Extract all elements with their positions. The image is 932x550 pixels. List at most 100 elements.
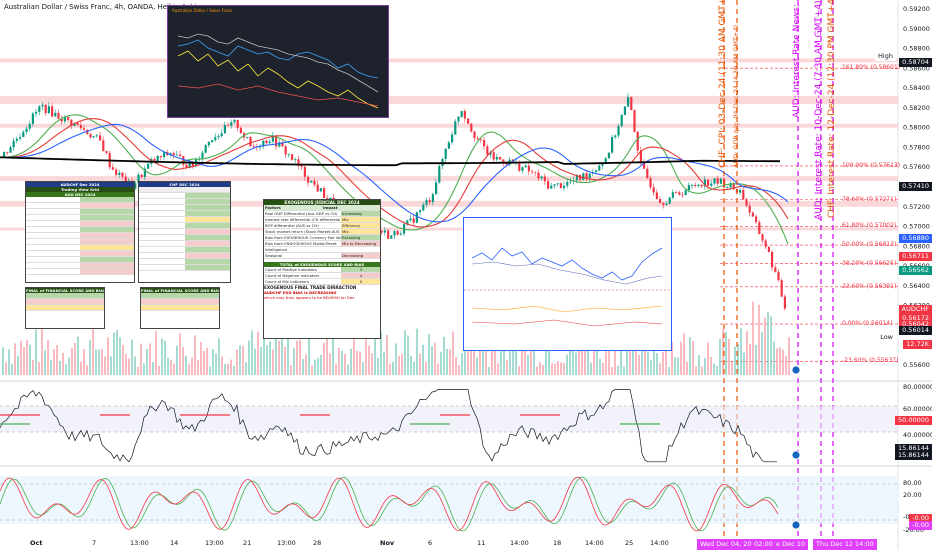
volume-bar bbox=[212, 348, 214, 375]
osc2-tag: -0.00 bbox=[909, 514, 932, 523]
volume-bar bbox=[56, 345, 58, 375]
volume-bar bbox=[581, 335, 583, 375]
volume-bar bbox=[467, 345, 469, 375]
volume-bar bbox=[722, 329, 724, 375]
volume-bar bbox=[179, 333, 181, 375]
volume-bar bbox=[725, 331, 727, 375]
volume-bar bbox=[194, 335, 196, 375]
price-tag: 0.56042 bbox=[899, 320, 932, 329]
osc2-band bbox=[0, 476, 898, 524]
exo-impact: Efficiency bbox=[341, 223, 380, 228]
price-tag: 0.56562 bbox=[899, 266, 932, 275]
volume-bar bbox=[428, 333, 430, 375]
candle-body bbox=[3, 151, 6, 158]
volume-bar bbox=[65, 363, 67, 375]
candle-body bbox=[287, 154, 290, 155]
candle-body bbox=[54, 112, 57, 117]
candle-body bbox=[124, 176, 127, 184]
candle-body bbox=[435, 182, 438, 195]
exo-factor: Stock market return (Stock Market AUS vs… bbox=[265, 229, 341, 234]
price-tag: High bbox=[875, 52, 896, 61]
candle-body bbox=[153, 159, 156, 162]
candle-body bbox=[262, 140, 265, 147]
volume-bar bbox=[215, 353, 217, 375]
candle-body bbox=[134, 183, 137, 189]
candle-body bbox=[755, 216, 758, 223]
volume-bar bbox=[422, 344, 424, 375]
exo-factor: Bias from ENDOGENOUS Model/Sheet bbox=[265, 241, 337, 246]
candle-body bbox=[502, 159, 505, 164]
time-axis-label: 6 bbox=[428, 539, 433, 547]
volume-bar bbox=[683, 333, 685, 375]
volume-bar bbox=[161, 338, 163, 375]
volume-bar bbox=[398, 355, 400, 375]
volume-bar bbox=[710, 356, 712, 375]
volume-bar bbox=[632, 328, 634, 375]
volume-bar bbox=[473, 347, 475, 375]
bottom-date-tag: 14:00 bbox=[852, 539, 877, 550]
candle-body bbox=[188, 162, 191, 169]
volume-bar bbox=[248, 340, 250, 375]
volume-bar bbox=[257, 331, 259, 375]
volume-bar bbox=[290, 364, 292, 375]
price-tag: 0.56711 bbox=[899, 252, 932, 261]
volume-bar bbox=[182, 347, 184, 375]
volume-bar bbox=[413, 361, 415, 375]
exo-factor: Interest rate differential (CH different… bbox=[265, 217, 341, 222]
candle-body bbox=[9, 147, 12, 153]
candle-body bbox=[598, 165, 601, 171]
volume-bar bbox=[701, 366, 703, 375]
candle-body bbox=[223, 125, 226, 134]
osc2-d-line bbox=[0, 476, 779, 532]
volume-bar bbox=[395, 343, 397, 375]
volume-bar bbox=[554, 363, 556, 375]
event-label: AUD: Interest Rate News: bbox=[792, 4, 802, 118]
price-axis-label: 0.56400 bbox=[903, 282, 930, 290]
price-axis-label: 0.57600 bbox=[903, 163, 930, 171]
candle-body bbox=[323, 188, 326, 198]
volume-bar bbox=[713, 363, 715, 375]
volume-bar bbox=[335, 363, 337, 375]
volume-bar bbox=[200, 342, 202, 375]
volume-bar bbox=[227, 363, 229, 375]
volume-bar bbox=[62, 352, 64, 375]
candle-body bbox=[764, 240, 767, 247]
price-axis-label: 0.59000 bbox=[903, 25, 930, 33]
volume-bar bbox=[95, 349, 97, 375]
candle-body bbox=[543, 176, 546, 182]
candle-body bbox=[201, 152, 204, 160]
volume-bar bbox=[518, 366, 520, 375]
volume-bar bbox=[761, 332, 763, 375]
exo-col-factors: Factors bbox=[265, 205, 281, 210]
fib-level-label: 38.20% (0.56625) bbox=[842, 259, 897, 267]
volume-bar bbox=[776, 348, 778, 375]
volume-bar bbox=[368, 345, 370, 375]
exo-summary-value: 3 bbox=[341, 267, 380, 272]
candle-body bbox=[601, 162, 604, 166]
candle-body bbox=[60, 118, 63, 122]
time-axis-label: 21 bbox=[243, 539, 252, 547]
candle-body bbox=[617, 126, 620, 136]
candle-body bbox=[553, 184, 556, 186]
candle-body bbox=[713, 178, 716, 184]
volume-bar bbox=[599, 358, 601, 375]
osc1-band bbox=[0, 406, 898, 432]
volume-bar bbox=[521, 342, 523, 375]
candle-body bbox=[249, 137, 252, 147]
volume-bar bbox=[251, 330, 253, 375]
exo-factor: Bias from EXOGENOUS Currency Fair Value bbox=[265, 235, 341, 240]
volume-bar bbox=[329, 353, 331, 375]
exo-title: EXOGENOUS JUDICIAL DEC 2024 bbox=[264, 200, 380, 205]
volume-bar bbox=[470, 348, 472, 375]
sr-zone-1 bbox=[0, 96, 898, 104]
volume-bar bbox=[107, 337, 109, 375]
volume-bar bbox=[464, 334, 466, 375]
volume-bar bbox=[347, 364, 349, 375]
candle-body bbox=[681, 194, 684, 196]
volume-bar bbox=[29, 344, 31, 375]
volume-bar bbox=[170, 360, 172, 375]
volume-bar bbox=[236, 349, 238, 375]
exo-summary-row: Count of Negative indicators 4 bbox=[264, 273, 380, 279]
candle-body bbox=[444, 148, 447, 159]
